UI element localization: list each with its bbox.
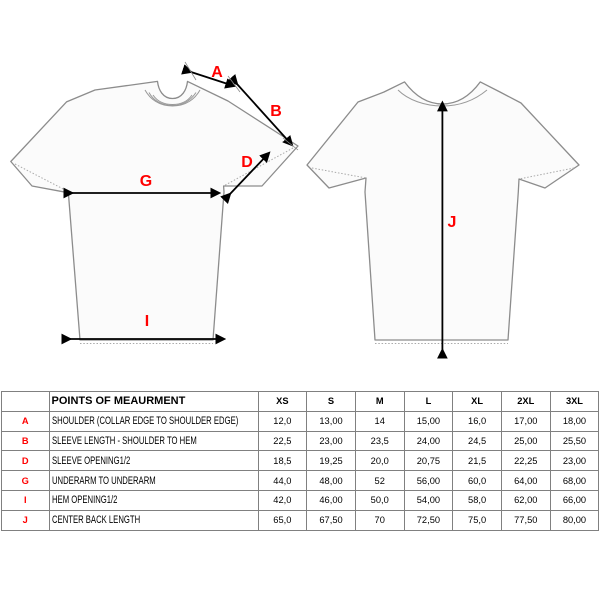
svg-text:B: B	[270, 103, 282, 120]
svg-text:G: G	[140, 173, 152, 190]
svg-text:J: J	[448, 214, 457, 231]
svg-text:D: D	[241, 154, 253, 171]
svg-text:A: A	[211, 64, 223, 81]
svg-text:I: I	[145, 313, 149, 330]
